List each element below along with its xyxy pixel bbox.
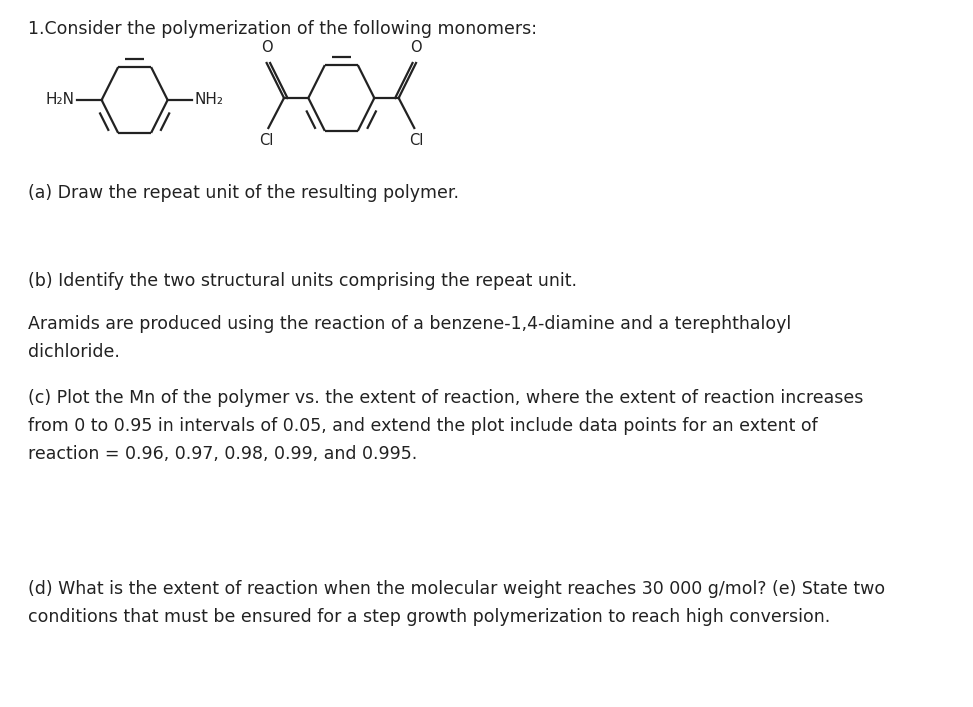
Text: O: O: [411, 40, 422, 55]
Text: O: O: [261, 40, 272, 55]
Text: (c) Plot the Mn of the polymer vs. the extent of reaction, where the extent of r: (c) Plot the Mn of the polymer vs. the e…: [28, 389, 863, 407]
Text: from 0 to 0.95 in intervals of 0.05, and extend the plot include data points for: from 0 to 0.95 in intervals of 0.05, and…: [28, 417, 817, 435]
Text: Cl: Cl: [409, 133, 423, 148]
Text: Aramids are produced using the reaction of a benzene-1,4-diamine and a terephtha: Aramids are produced using the reaction …: [28, 315, 791, 332]
Text: (d) What is the extent of reaction when the molecular weight reaches 30 000 g/mo: (d) What is the extent of reaction when …: [28, 580, 885, 597]
Text: conditions that must be ensured for a step growth polymerization to reach high c: conditions that must be ensured for a st…: [28, 608, 830, 626]
Text: reaction = 0.96, 0.97, 0.98, 0.99, and 0.995.: reaction = 0.96, 0.97, 0.98, 0.99, and 0…: [28, 445, 417, 463]
Text: Cl: Cl: [260, 133, 273, 148]
Text: NH₂: NH₂: [195, 93, 224, 107]
Text: H₂N: H₂N: [46, 93, 75, 107]
Text: (a) Draw the repeat unit of the resulting polymer.: (a) Draw the repeat unit of the resultin…: [28, 184, 459, 201]
Text: 1.Consider the polymerization of the following monomers:: 1.Consider the polymerization of the fol…: [28, 20, 537, 37]
Text: dichloride.: dichloride.: [28, 343, 120, 361]
Text: (b) Identify the two structural units comprising the repeat unit.: (b) Identify the two structural units co…: [28, 272, 577, 290]
